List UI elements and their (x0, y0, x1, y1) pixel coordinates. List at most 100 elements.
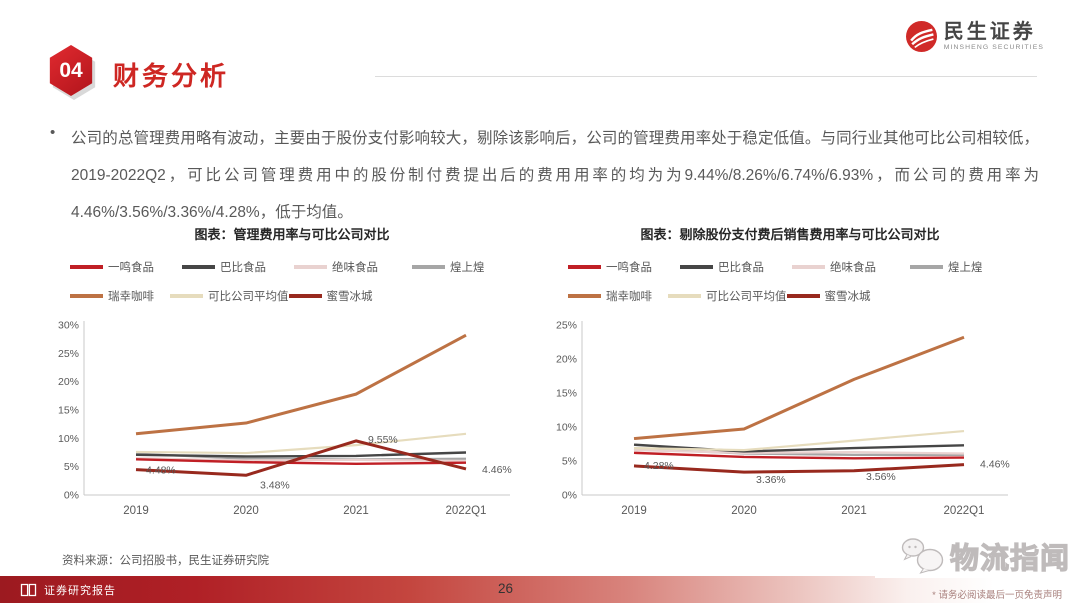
series-line-一鸣食品 (135, 458, 467, 466)
legend-line-swatch (70, 265, 103, 269)
y-tick-label: 0% (562, 490, 577, 502)
legend-label: 巴比食品 (220, 262, 266, 274)
legend-row: 一鸣食品 巴比食品 绝味食品 煌上煌 (70, 259, 526, 275)
footer-left: 证券研究报告 (20, 582, 116, 598)
chart-legend: 一鸣食品 巴比食品 绝味食品 煌上煌 瑞幸咖啡 可比公司平均值 蜜雪冰城 (70, 259, 526, 304)
logo-text: 民生证券 MINSHENG SECURITIES (944, 22, 1044, 51)
bullet-point: • (50, 124, 56, 141)
x-tick-label: 2019 (621, 505, 647, 517)
report-type-label: 证券研究报告 (44, 584, 116, 597)
legend-item: 蜜雪冰城 (288, 288, 373, 304)
legend-line-swatch (294, 265, 327, 269)
legend-line-swatch (668, 294, 701, 298)
series-line-绝味食品 (633, 449, 965, 455)
title-divider (375, 76, 1037, 77)
chart-title: 图表：管理费用率与可比公司对比 (194, 227, 390, 242)
legend-item: 瑞幸咖啡 (70, 288, 154, 304)
legend-row: 瑞幸咖啡 可比公司平均值 蜜雪冰城 (70, 288, 526, 304)
x-tick-label: 2021 (343, 505, 369, 517)
x-tick-label: 2019 (123, 505, 149, 517)
section-number-badge: 04 (49, 45, 93, 96)
y-tick-label: 0% (64, 490, 79, 502)
line-chart-plot: 0% 5% 10% 15% 20% 25% 30% 2019 2020 2021 2022Q1 4.4… (58, 320, 512, 518)
legend-label: 蜜雪冰城 (824, 291, 871, 303)
data-point-label: 4.46% (980, 459, 1010, 471)
series-line-蜜雪冰城 (633, 463, 965, 474)
x-tick-label: 2022Q1 (944, 505, 985, 517)
data-source-note: 资料来源：公司招股书，民生证券研究院 (62, 555, 269, 567)
open-book-icon (20, 583, 37, 596)
legend-item: 巴比食品 (182, 259, 294, 275)
data-point-label: 3.48% (260, 479, 290, 491)
y-tick-label: 10% (556, 422, 577, 434)
legend-item: 蜜雪冰城 (786, 288, 871, 304)
y-tick-label: 5% (562, 456, 577, 468)
watermark-text: 物流指闻 (949, 542, 1070, 575)
data-point-label: 9.55% (368, 434, 398, 446)
logo-name-cn: 民生证券 (943, 21, 1036, 43)
legend-line-swatch (412, 265, 445, 269)
legend-label: 绝味食品 (332, 262, 378, 274)
x-tick-label: 2021 (841, 505, 867, 517)
y-tick-label: 10% (58, 433, 79, 445)
y-tick-label: 20% (58, 376, 79, 388)
series-line-可比公司平均值 (633, 429, 965, 452)
legend-item: 瑞幸咖啡 (568, 288, 652, 304)
series-line-瑞幸咖啡 (135, 333, 467, 436)
legend-line-swatch (680, 265, 713, 269)
legend-item: 一鸣食品 (568, 259, 680, 275)
y-tick-label: 25% (58, 348, 79, 360)
x-tick-label: 2020 (731, 505, 757, 517)
legend-label: 一鸣食品 (108, 262, 154, 274)
legend-line-swatch (70, 294, 103, 298)
chart-sales-expense-ex-share-payment: 图表：剔除股份支付费后销售费用率与可比公司对比 一鸣食品 巴比食品 绝味食品 煌上煌瑞… (556, 224, 1024, 533)
x-tick-label: 2022Q1 (446, 505, 487, 517)
legend-label: 煌上煌 (948, 262, 983, 274)
chart-title: 图表：剔除股份支付费后销售费用率与可比公司对比 (640, 227, 940, 242)
y-tick-label: 25% (556, 320, 577, 332)
legend-label: 瑞幸咖啡 (108, 291, 154, 303)
legend-item: 一鸣食品 (70, 259, 182, 275)
legend-line-swatch (170, 294, 203, 298)
legend-item: 可比公司平均值 (668, 288, 787, 304)
y-tick-label: 30% (58, 320, 79, 332)
logo-name-en: MINSHENG SECURITIES (943, 44, 1044, 51)
y-tick-label: 5% (64, 461, 79, 473)
legend-line-swatch (568, 294, 601, 298)
data-point-label: 4.28% (644, 460, 674, 472)
series-line-蜜雪冰城 (135, 439, 467, 477)
legend-row: 一鸣食品 巴比食品 绝味食品 煌上煌 (568, 259, 1024, 275)
legend-line-swatch (786, 294, 820, 298)
legend-line-swatch (288, 294, 322, 298)
legend-label: 可比公司平均值 (706, 291, 787, 303)
legend-line-swatch (792, 265, 825, 269)
watermark: 物流指闻 (875, 534, 1080, 578)
series-line-瑞幸咖啡 (633, 335, 965, 441)
legend-label: 可比公司平均值 (208, 291, 289, 303)
data-point-label: 3.36% (756, 474, 786, 486)
company-logo: 民生证券 MINSHENG SECURITIES (905, 21, 1044, 52)
y-tick-label: 15% (556, 388, 577, 400)
section-number: 04 (59, 58, 83, 82)
legend-label: 一鸣食品 (606, 262, 652, 274)
legend-line-swatch (568, 265, 601, 269)
data-point-label: 3.56% (866, 471, 896, 483)
series-line-一鸣食品 (633, 451, 965, 460)
legend-item: 绝味食品 (792, 259, 910, 275)
legend-item: 巴比食品 (680, 259, 792, 275)
y-tick-label: 20% (556, 354, 577, 366)
data-point-label: 4.48% (146, 465, 176, 477)
page-title: 财务分析 (113, 61, 230, 91)
disclaimer-note: * 请务必阅读最后一页免责声明 (932, 590, 1062, 601)
series-line-可比公司平均值 (135, 432, 467, 455)
data-point-label: 4.46% (482, 464, 512, 476)
legend-line-swatch (910, 265, 943, 269)
line-chart-plot: 0% 5% 10% 15% 20% 25% 2019 2020 2021 2022Q1 4.28% 3… (556, 320, 1010, 518)
legend-label: 巴比食品 (718, 262, 764, 274)
legend-line-swatch (182, 265, 215, 269)
logo-swoosh-icon (905, 21, 937, 52)
chart-management-expense: 图表：管理费用率与可比公司对比 一鸣食品 巴比食品 绝味食品 煌上煌 瑞幸咖啡 可比公司平… (58, 224, 526, 533)
speech-bubbles-icon (901, 538, 944, 574)
legend-item: 绝味食品 (294, 259, 412, 275)
